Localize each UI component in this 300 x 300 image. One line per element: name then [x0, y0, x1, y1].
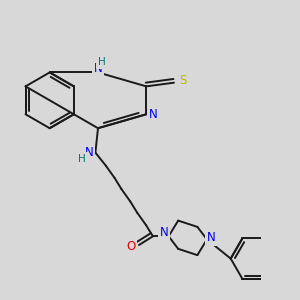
Text: H: H — [78, 154, 86, 164]
Text: N: N — [149, 108, 158, 121]
Text: O: O — [127, 240, 136, 253]
Text: H: H — [98, 57, 105, 67]
Text: F: F — [299, 252, 300, 265]
Text: N: N — [94, 61, 102, 75]
Text: S: S — [179, 74, 186, 87]
Text: N: N — [207, 231, 216, 244]
Text: N: N — [85, 146, 94, 159]
Text: N: N — [160, 226, 169, 239]
